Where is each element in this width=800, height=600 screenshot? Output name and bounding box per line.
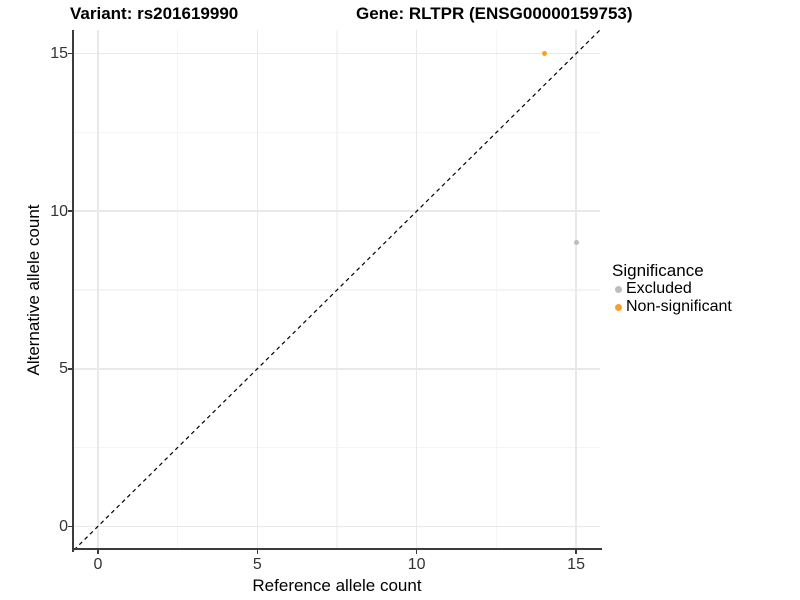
x-axis-title: Reference allele count xyxy=(252,576,422,595)
x-axis-tick xyxy=(415,550,418,554)
y-axis-line xyxy=(72,30,74,552)
y-minor-gridline xyxy=(74,131,600,134)
x-major-gridline xyxy=(97,30,99,550)
x-axis-tick-label: 0 xyxy=(93,556,103,573)
y-axis-tick xyxy=(68,52,72,55)
y-axis-tick-label: 10 xyxy=(50,202,68,220)
identity-reference-line xyxy=(73,29,601,551)
y-axis-tick xyxy=(68,210,72,212)
data-point-non-significant xyxy=(541,51,547,57)
legend: Significance Excluded Non-significant xyxy=(612,261,732,316)
y-axis-tick-label: 0 xyxy=(59,517,68,535)
y-axis-tick xyxy=(68,525,72,528)
legend-key-dot xyxy=(615,303,622,311)
x-axis-tick xyxy=(575,550,577,554)
y-axis-tick xyxy=(68,368,72,370)
x-axis-line xyxy=(72,548,602,550)
y-major-gridline xyxy=(74,525,600,528)
y-major-gridline xyxy=(74,368,600,370)
legend-entry-label: Excluded xyxy=(626,280,692,297)
plot-panel xyxy=(73,29,601,551)
y-axis-tick-label: 5 xyxy=(59,360,68,378)
y-axis-title: Alternative allele count xyxy=(24,204,43,376)
y-major-gridline xyxy=(74,210,600,212)
y-minor-gridline xyxy=(74,446,600,449)
x-axis-tick-label: 15 xyxy=(567,556,585,573)
legend-entry: Excluded xyxy=(612,280,732,298)
legend-key-dot xyxy=(615,285,622,293)
data-point-excluded xyxy=(573,240,579,246)
legend-entry: Non-significant xyxy=(612,298,732,316)
y-axis-tick-label: 15 xyxy=(50,45,68,63)
x-axis-tick xyxy=(97,550,99,554)
variant-title: Variant: rs201619990 xyxy=(70,4,239,23)
x-major-gridline xyxy=(415,30,418,550)
x-major-gridline xyxy=(256,30,259,550)
x-axis-tick-label: 5 xyxy=(252,556,262,573)
legend-title: Significance xyxy=(612,261,704,280)
y-major-gridline xyxy=(74,52,600,55)
x-major-gridline xyxy=(575,30,577,550)
x-axis-tick-label: 10 xyxy=(407,556,426,573)
legend-entries: Excluded Non-significant xyxy=(612,280,732,316)
x-axis-tick xyxy=(256,550,259,554)
gene-title: Gene: RLTPR (ENSG00000159753) xyxy=(356,4,633,23)
legend-entry-label: Non-significant xyxy=(626,298,732,315)
